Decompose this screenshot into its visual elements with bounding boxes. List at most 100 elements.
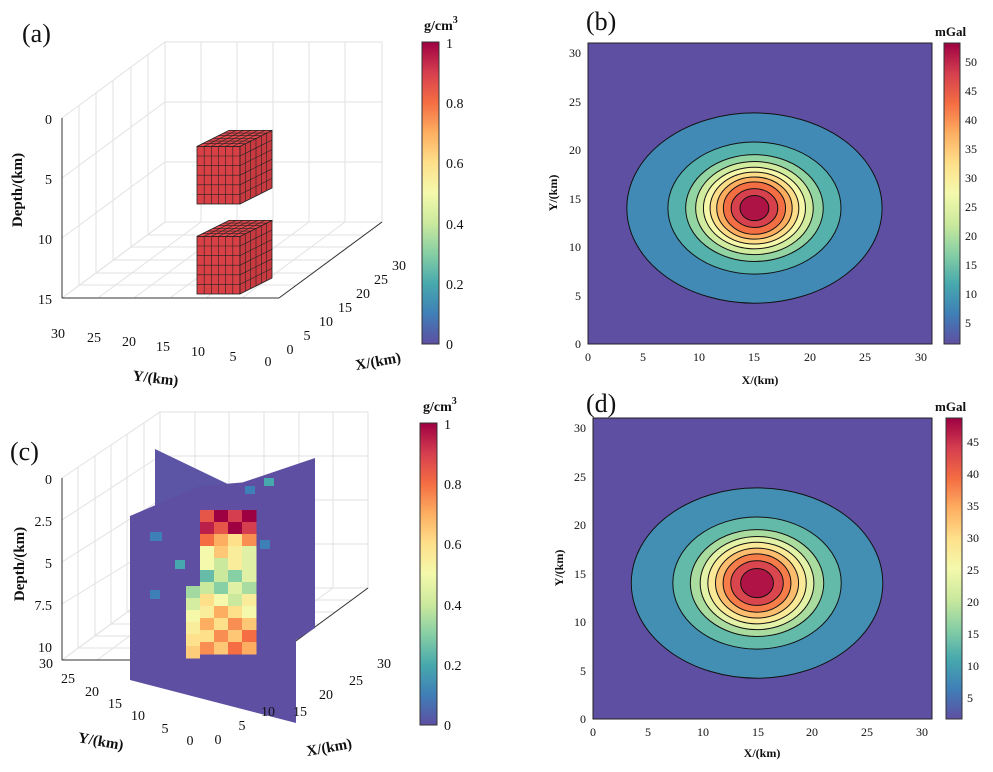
c-xtick-2: 10 bbox=[261, 705, 275, 720]
a-ytick-0: 30 bbox=[51, 327, 65, 342]
c-column-cell bbox=[214, 570, 229, 583]
c-column-cell bbox=[228, 630, 243, 643]
a-ylabel: Y/(km) bbox=[132, 368, 179, 389]
c-colorbar-gradient bbox=[419, 422, 438, 726]
c-column-cell bbox=[214, 546, 229, 559]
b-contour-fill bbox=[626, 112, 883, 304]
d-xlabel: X/(km) bbox=[744, 746, 781, 760]
b-ytick-0: 0 bbox=[575, 337, 581, 351]
c-column-cell bbox=[228, 642, 243, 655]
panel-c-3d-slice: (c) bbox=[10, 396, 462, 760]
c-column-cell bbox=[200, 510, 215, 523]
c-column-cell bbox=[228, 546, 243, 559]
c-ztick-2: 5 bbox=[45, 557, 52, 572]
a-ytick-4: 10 bbox=[191, 345, 205, 360]
c-column-cell bbox=[242, 630, 257, 643]
c-column-cell bbox=[228, 558, 243, 571]
panel-a-colorbar: g/cm3 1 0.8 0.6 0.4 0.2 0 bbox=[421, 15, 464, 353]
b-ytick-5: 25 bbox=[569, 95, 581, 109]
b-ytick-1: 5 bbox=[575, 289, 581, 303]
a-xtick-2: 10 bbox=[319, 315, 333, 330]
c-column-cell bbox=[200, 582, 215, 595]
c-column-cell bbox=[200, 534, 215, 547]
d-colorbar-gradient bbox=[945, 417, 963, 720]
d-xtick-2: 10 bbox=[697, 725, 709, 739]
b-axes-frame bbox=[587, 42, 933, 345]
a-cbtick-5: 0 bbox=[446, 338, 453, 353]
b-ytick-4: 20 bbox=[569, 143, 581, 157]
b-xtick-2: 10 bbox=[693, 350, 705, 364]
d-ytick-4: 20 bbox=[574, 518, 586, 532]
d-xtick-5: 25 bbox=[861, 725, 873, 739]
panel-a-x-ticks: 0 5 10 15 20 25 30 bbox=[287, 259, 407, 358]
panel-a-y-ticks: 30 25 20 15 10 5 0 bbox=[51, 327, 272, 370]
d-xtick-4: 20 bbox=[806, 725, 818, 739]
b-xtick-0: 0 bbox=[585, 350, 591, 364]
c-column-cell bbox=[214, 618, 229, 631]
a-ztick-3: 15 bbox=[38, 293, 52, 308]
c-ytick-0: 30 bbox=[39, 657, 53, 672]
a-cube-lower-cube bbox=[196, 219, 273, 295]
a-xtick-0: 0 bbox=[287, 343, 294, 358]
panel-c-depth-ticks: 0 2.5 5 7.5 10 bbox=[35, 473, 53, 656]
b-colorbar-unit: mGal bbox=[935, 24, 966, 39]
c-pixel bbox=[264, 478, 274, 486]
c-column-cell-left bbox=[186, 598, 200, 611]
b-colorbar-gradient bbox=[943, 42, 961, 345]
c-column-cell-left bbox=[186, 586, 200, 599]
c-ytick-4: 10 bbox=[131, 709, 145, 724]
contour-level-45 bbox=[740, 568, 774, 599]
c-xtick-5: 25 bbox=[349, 674, 363, 689]
panel-c-y-ticks: 30 25 20 15 10 5 0 bbox=[39, 657, 194, 749]
c-pixel bbox=[245, 486, 255, 494]
a-ztick-0: 0 bbox=[45, 113, 52, 128]
panel-d-contour: (d) 0 5 10 15 20 25 30 0 5 10 15 20 25 3… bbox=[552, 389, 979, 760]
d-axes-frame bbox=[592, 417, 933, 720]
d-cbtick-8: 5 bbox=[967, 691, 973, 705]
panel-a-3d-voxel: (a) bbox=[10, 15, 464, 390]
c-column-cell-left bbox=[186, 646, 200, 659]
c-pixel bbox=[260, 540, 270, 549]
panel-c-colorbar: g/cm3 1 0.8 0.6 0.4 0.2 0 bbox=[419, 396, 462, 734]
d-colorbar-unit: mGal bbox=[935, 399, 966, 414]
c-column-cell bbox=[242, 618, 257, 631]
b-xtick-6: 30 bbox=[915, 350, 927, 364]
b-xtick-5: 25 bbox=[859, 350, 871, 364]
c-column-cell bbox=[228, 594, 243, 607]
a-colorbar-gradient bbox=[421, 41, 440, 345]
c-cbtick-3: 0.4 bbox=[444, 599, 462, 614]
b-xtick-1: 5 bbox=[640, 350, 646, 364]
c-pixel bbox=[150, 532, 162, 541]
d-cbtick-4: 25 bbox=[967, 563, 979, 577]
d-ytick-2: 10 bbox=[574, 615, 586, 629]
b-cbtick-6: 20 bbox=[965, 229, 977, 243]
c-xtick-1: 5 bbox=[239, 719, 246, 734]
d-contour-fill bbox=[630, 487, 884, 679]
a-ztick-2: 10 bbox=[38, 233, 52, 248]
panel-c-label: (c) bbox=[10, 437, 39, 466]
panel-b-label: (b) bbox=[586, 7, 616, 36]
a-ytick-5: 5 bbox=[230, 350, 237, 365]
c-column-cell bbox=[242, 642, 257, 655]
a-cube-grid bbox=[239, 268, 273, 285]
c-pixel bbox=[150, 590, 160, 599]
c-ztick-3: 7.5 bbox=[35, 599, 53, 614]
c-ztick-0: 0 bbox=[45, 473, 52, 488]
a-cube-upper-cube bbox=[196, 129, 273, 205]
c-cbtick-5: 0 bbox=[444, 719, 451, 734]
b-colorbar: mGal 50 45 40 35 30 25 20 15 10 5 bbox=[935, 24, 977, 345]
b-colorbar-ticks: 50 45 40 35 30 25 20 15 10 5 bbox=[965, 55, 977, 330]
panel-b-contour: (b) 0 5 10 15 20 25 30 0 5 10 15 20 25 3… bbox=[546, 7, 977, 387]
c-column-cell-left bbox=[186, 610, 200, 623]
a-cbtick-0: 1 bbox=[446, 37, 453, 52]
b-ytick-6: 30 bbox=[569, 46, 581, 60]
d-colorbar: mGal 45 40 35 30 25 20 15 10 5 bbox=[935, 399, 979, 720]
d-xtick-6: 30 bbox=[916, 725, 928, 739]
c-cbtick-1: 0.8 bbox=[444, 478, 462, 493]
c-column-cell bbox=[200, 570, 215, 583]
c-column-cell bbox=[242, 546, 257, 559]
c-column-cell bbox=[200, 618, 215, 631]
b-cbtick-4: 30 bbox=[965, 171, 977, 185]
d-xtick-1: 5 bbox=[645, 725, 651, 739]
c-column-cell bbox=[242, 594, 257, 607]
